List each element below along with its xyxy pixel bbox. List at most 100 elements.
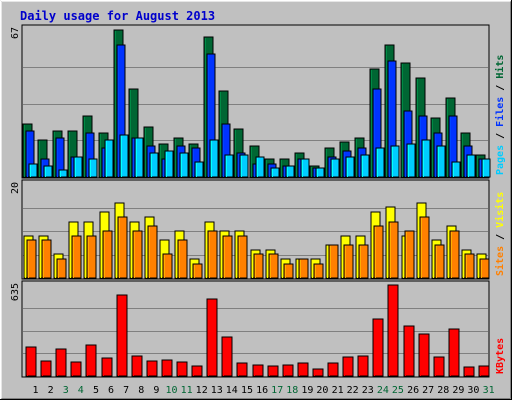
bar-sites: [343, 244, 354, 279]
x-tick-label: 15: [241, 385, 253, 396]
bar-pages: [270, 167, 280, 178]
bar-sites: [26, 239, 37, 279]
bar-kbytes: [312, 368, 324, 377]
bar-kbytes: [161, 359, 173, 377]
bar-kbytes: [372, 318, 384, 377]
bar-kbytes: [206, 298, 218, 377]
legend-text: Pages / Files / Hits: [494, 55, 506, 175]
x-tick-label: 24: [377, 385, 389, 396]
bar-kbytes: [176, 361, 188, 377]
x-tick-label: 30: [467, 385, 479, 396]
bar-sites: [404, 230, 415, 279]
legend-pages: Pages: [495, 145, 506, 175]
panel-legend: Sites / Visits: [494, 192, 506, 276]
bar-pages: [436, 145, 446, 178]
x-tick-label: 19: [301, 385, 313, 396]
panel-2: 20 Sites / Visits: [10, 179, 506, 280]
legend-separator: /: [495, 127, 506, 145]
bar-kbytes: [146, 360, 158, 377]
bar-kbytes: [116, 294, 128, 377]
panel-1: 67 Pages / Files / Hits: [10, 24, 506, 179]
y-max-label: 67: [10, 27, 21, 39]
x-tick-label: 4: [78, 385, 84, 396]
bar-pages: [345, 156, 355, 178]
bar-sites: [419, 216, 430, 279]
bar-pages: [134, 137, 144, 178]
bar-sites: [56, 258, 67, 279]
x-tick-label: 6: [108, 385, 114, 396]
bar-sites: [268, 253, 279, 279]
bar-kbytes: [191, 365, 203, 377]
bar-pages: [194, 161, 204, 178]
bar-pages: [104, 139, 114, 178]
bar-sites: [313, 263, 324, 279]
bar-kbytes: [70, 361, 82, 377]
bar-sites: [132, 230, 143, 279]
legend-text: Sites / Visits: [494, 192, 506, 276]
panel-3: 635 KBytes: [10, 280, 506, 378]
bar-pages: [375, 147, 385, 178]
x-tick-label: 14: [226, 385, 238, 396]
bar-kbytes: [342, 356, 354, 377]
x-tick-label: 26: [407, 385, 419, 396]
x-tick-label: 23: [362, 385, 374, 396]
bar-kbytes: [25, 346, 37, 377]
x-tick-label: 17: [271, 385, 283, 396]
legend-hits: Hits: [494, 55, 506, 79]
bar-sites: [71, 235, 82, 279]
bar-sites: [177, 239, 188, 279]
x-tick-label: 12: [196, 385, 208, 396]
legend-sites: Sites: [494, 246, 506, 276]
x-tick-label: 13: [211, 385, 223, 396]
bar-pages: [58, 169, 68, 178]
bar-kbytes: [448, 328, 460, 377]
bar-pages: [255, 156, 265, 178]
bar-kbytes: [403, 325, 415, 377]
bar-sites: [328, 244, 339, 279]
bar-sites: [283, 263, 294, 279]
bar-pages: [164, 150, 174, 178]
legend-text: KBytes: [495, 338, 506, 374]
panel-legend: Pages / Files / Hits: [494, 55, 506, 175]
bar-sites: [358, 244, 369, 279]
bar-kbytes: [221, 336, 233, 377]
bar-sites: [102, 230, 113, 279]
bar-pages: [224, 154, 234, 178]
x-tick-label: 16: [256, 385, 268, 396]
bar-kbytes: [236, 362, 248, 377]
bar-kbytes: [101, 357, 113, 377]
bar-kbytes: [252, 364, 264, 377]
chart-title: Daily usage for August 2013: [20, 9, 215, 23]
bar-pages: [466, 154, 476, 178]
bar-kbytes: [418, 333, 430, 377]
x-tick-label: 3: [63, 385, 69, 396]
bar-sites: [192, 263, 203, 279]
bar-kbytes: [267, 365, 279, 377]
y-max-label: 20: [10, 182, 21, 194]
x-tick-label: 10: [165, 385, 177, 396]
bar-sites: [449, 230, 460, 279]
x-tick-label: 18: [286, 385, 298, 396]
bar-pages: [360, 154, 370, 178]
x-axis-labels: 1 2 3 4 5 6 7 8 9 10 11 12 13 14 15 16 17 18 19 20 21 22 23 24 2…: [32, 385, 494, 396]
x-tick-label: 1: [32, 385, 38, 396]
bar-pages: [330, 158, 340, 178]
x-tick-label: 28: [437, 385, 449, 396]
bar-pages: [73, 156, 83, 178]
chart-panels: 67 Pages / Files / Hits 20 Sites / Visits 63…: [10, 24, 506, 378]
bar-pages: [149, 152, 159, 178]
x-tick-label: 20: [316, 385, 328, 396]
bar-pages: [406, 143, 416, 178]
bar-pages: [119, 134, 129, 178]
x-tick-label: 11: [181, 385, 193, 396]
bar-sites: [41, 239, 52, 279]
x-tick-label: 21: [332, 385, 344, 396]
legend-separator: /: [495, 79, 506, 97]
bar-sites: [479, 258, 490, 279]
x-tick-label: 22: [347, 385, 359, 396]
bar-kbytes: [478, 365, 490, 377]
bar-kbytes: [463, 366, 475, 377]
bar-sites: [434, 244, 445, 279]
bar-kbytes: [55, 348, 67, 377]
